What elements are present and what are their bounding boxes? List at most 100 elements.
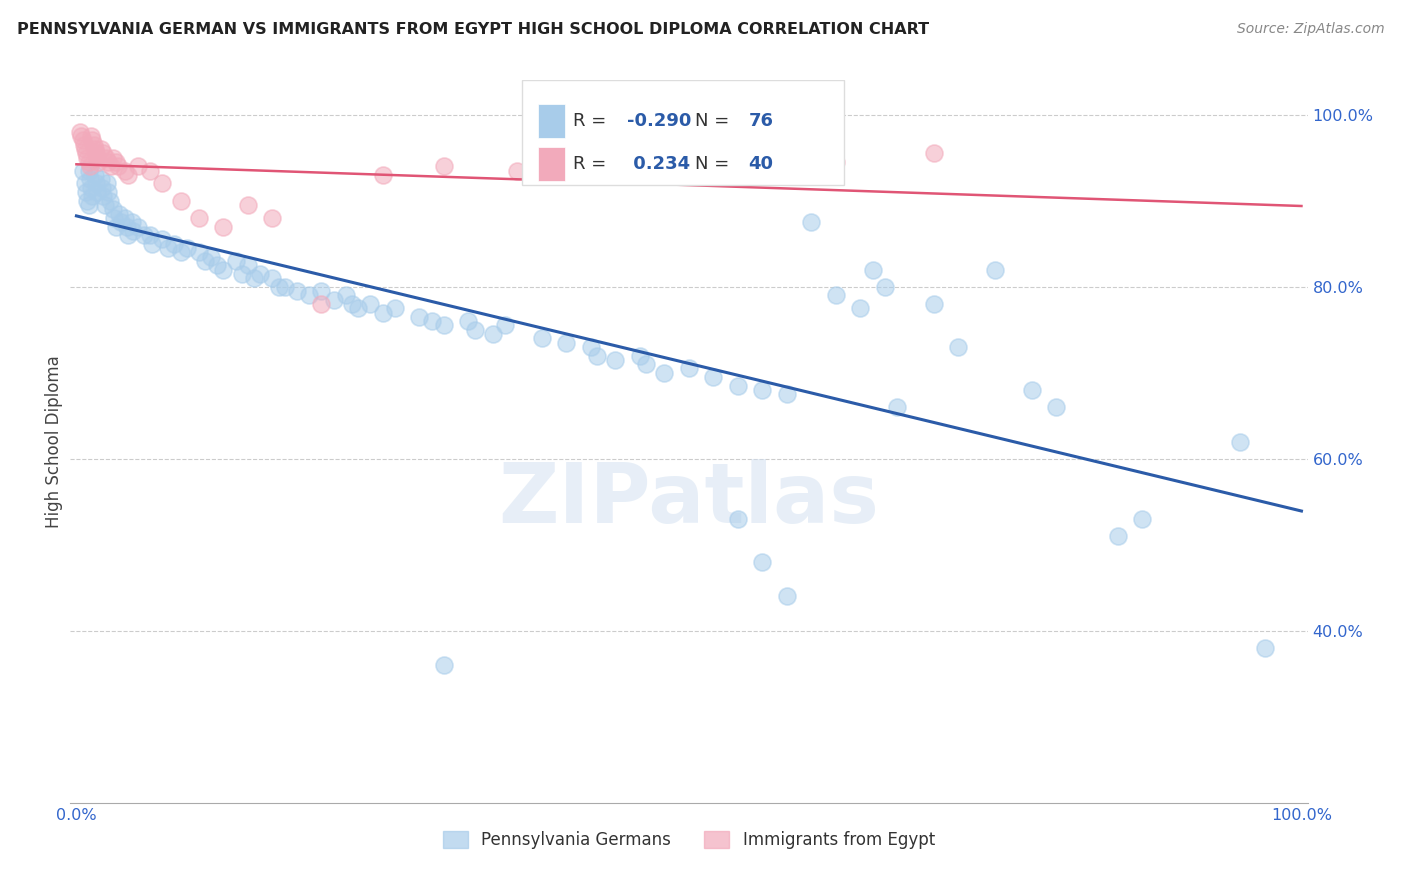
Text: N =: N = — [695, 155, 735, 173]
Point — [77, 163, 100, 178]
Point — [103, 211, 125, 225]
Point — [236, 198, 259, 212]
Point — [371, 305, 394, 319]
Text: ZIPatlas: ZIPatlas — [499, 458, 879, 540]
Point — [482, 326, 505, 341]
Point — [96, 177, 118, 191]
Point — [285, 284, 308, 298]
Point — [97, 185, 120, 199]
Point — [457, 314, 479, 328]
Point — [187, 245, 209, 260]
Point — [117, 168, 139, 182]
Point — [70, 129, 93, 144]
Point — [678, 361, 700, 376]
Point — [727, 378, 749, 392]
Point — [347, 301, 370, 316]
Point — [194, 254, 217, 268]
Point — [1021, 383, 1043, 397]
Point — [169, 245, 191, 260]
Point — [73, 177, 96, 191]
Point — [751, 383, 773, 397]
Point — [948, 340, 970, 354]
Text: Source: ZipAtlas.com: Source: ZipAtlas.com — [1237, 22, 1385, 37]
Point — [207, 258, 229, 272]
Point — [115, 219, 138, 234]
Point — [340, 297, 363, 311]
Point — [132, 228, 155, 243]
Point — [212, 262, 235, 277]
Point — [298, 288, 321, 302]
Point — [121, 224, 143, 238]
Point — [187, 211, 209, 225]
Text: N =: N = — [695, 112, 735, 130]
Point — [83, 168, 105, 182]
Point — [586, 349, 609, 363]
Point — [127, 159, 149, 173]
Text: R =: R = — [572, 112, 612, 130]
Text: 40: 40 — [748, 155, 773, 173]
Point — [825, 288, 848, 302]
Text: 0.234: 0.234 — [627, 155, 690, 173]
Point — [776, 590, 799, 604]
Point — [464, 323, 486, 337]
Point — [628, 349, 651, 363]
Point — [262, 211, 284, 225]
Point — [231, 267, 253, 281]
Point — [555, 335, 578, 350]
Text: 76: 76 — [748, 112, 773, 130]
Point — [249, 267, 271, 281]
Text: PENNSYLVANIA GERMAN VS IMMIGRANTS FROM EGYPT HIGH SCHOOL DIPLOMA CORRELATION CHA: PENNSYLVANIA GERMAN VS IMMIGRANTS FROM E… — [17, 22, 929, 37]
Point — [157, 241, 180, 255]
Point — [1130, 512, 1153, 526]
Point — [87, 155, 110, 169]
Point — [433, 658, 456, 673]
Point — [751, 555, 773, 569]
Point — [108, 206, 131, 220]
Point — [506, 163, 529, 178]
Point — [654, 366, 676, 380]
Point — [110, 215, 132, 229]
Point — [236, 258, 259, 272]
Point — [825, 155, 848, 169]
Point — [605, 352, 627, 367]
Point — [873, 279, 896, 293]
Point — [83, 137, 105, 152]
Point — [1254, 640, 1277, 655]
Point — [104, 219, 127, 234]
Point — [163, 236, 186, 251]
Point — [73, 142, 96, 156]
Point — [93, 198, 115, 212]
Point — [101, 151, 124, 165]
Point — [114, 211, 136, 225]
Point — [384, 301, 406, 316]
Point — [127, 219, 149, 234]
Legend: Pennsylvania Germans, Immigrants from Egypt: Pennsylvania Germans, Immigrants from Eg… — [436, 824, 942, 856]
Point — [359, 297, 381, 311]
Point — [83, 142, 105, 156]
Point — [1229, 434, 1251, 449]
Point — [79, 172, 101, 186]
Point — [80, 181, 103, 195]
Point — [311, 284, 333, 298]
Point — [80, 129, 103, 144]
Point — [1045, 400, 1067, 414]
Point — [79, 159, 101, 173]
Point — [73, 137, 96, 152]
Point — [86, 185, 108, 199]
Point — [72, 133, 94, 147]
Point — [579, 340, 602, 354]
Bar — [538, 146, 565, 181]
Point — [849, 301, 872, 316]
Point — [114, 163, 136, 178]
Point — [169, 194, 191, 208]
Point — [90, 142, 112, 156]
Y-axis label: High School Diploma: High School Diploma — [45, 355, 63, 528]
Point — [82, 133, 104, 147]
Point — [922, 146, 945, 161]
Point — [139, 163, 162, 178]
Point — [420, 314, 443, 328]
Point — [212, 219, 235, 234]
Point — [75, 185, 97, 199]
Point — [107, 159, 129, 173]
Point — [433, 318, 456, 333]
